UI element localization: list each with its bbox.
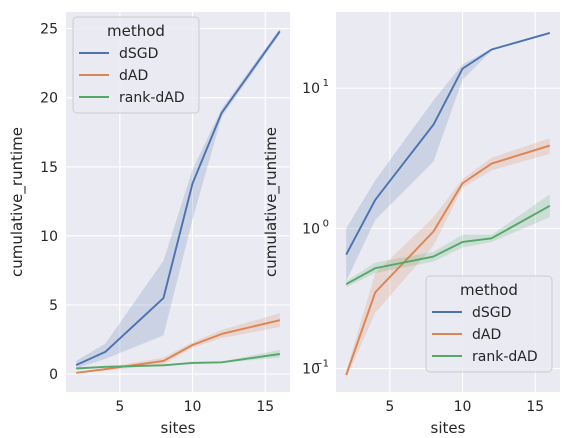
y-tick-exponent: −1 [314,359,329,370]
x-tick-label: 15 [526,399,544,415]
series-line-dad [76,319,281,374]
series-line-rank-dad [345,204,551,285]
y-tick-label: 10 [302,221,320,237]
legend-label-dsgd: dSGD [119,46,158,62]
legend-box [425,275,553,373]
legend-label-rank-dad: rank-dAD [119,90,185,106]
series-line-dsgd [345,32,551,256]
series-line-rank-dad [76,353,280,370]
y-tick-label: 10 [40,229,58,245]
x-tick-label: 15 [256,399,274,415]
legend-label-dad: dAD [119,68,148,84]
legend-label-dsgd: dSGD [472,305,511,321]
y-axis-label: cumulative_runtime [8,127,27,277]
y-tick-label: 15 [40,160,58,176]
x-tick-label: 10 [184,399,202,415]
x-axis-label: sites [161,419,196,437]
x-tick-label: 5 [385,399,394,415]
legend-label-rank-dad: rank-dAD [472,349,538,365]
legend: method dSGD dAD rank-dAD [425,275,553,373]
legend-label-dad: dAD [472,327,501,343]
legend-title: method [460,281,518,299]
data-layer [345,32,551,379]
x-tick-label: 10 [454,399,472,415]
x-axis-label: sites [431,419,466,437]
y-tick-label: 25 [40,22,58,38]
y-tick-exponent: 1 [323,78,329,89]
y-tick-label: 0 [49,367,58,383]
y-tick-label: 10 [302,362,320,378]
series-line-dsgd [75,30,281,366]
x-tick-label: 5 [115,399,124,415]
legend: method dSGD dAD rank-dAD [72,16,200,114]
series-line-dad [345,144,551,376]
y-axis-label: cumulative_runtime [262,127,281,277]
legend-title: method [107,22,165,40]
y-tick-label: 5 [49,298,58,314]
chart-panel-1: 5 10 15 0 5 10 15 20 25 sites cumulative_runtime me… [8,12,290,437]
y-tick-label: 10 [302,81,320,97]
confidence-band-dsgd [76,28,280,369]
confidence-band-dad [76,313,280,373]
y-tick-exponent: 0 [323,218,329,229]
data-layer [75,28,281,374]
y-tick-label: 20 [40,91,58,107]
legend-box [72,16,200,114]
